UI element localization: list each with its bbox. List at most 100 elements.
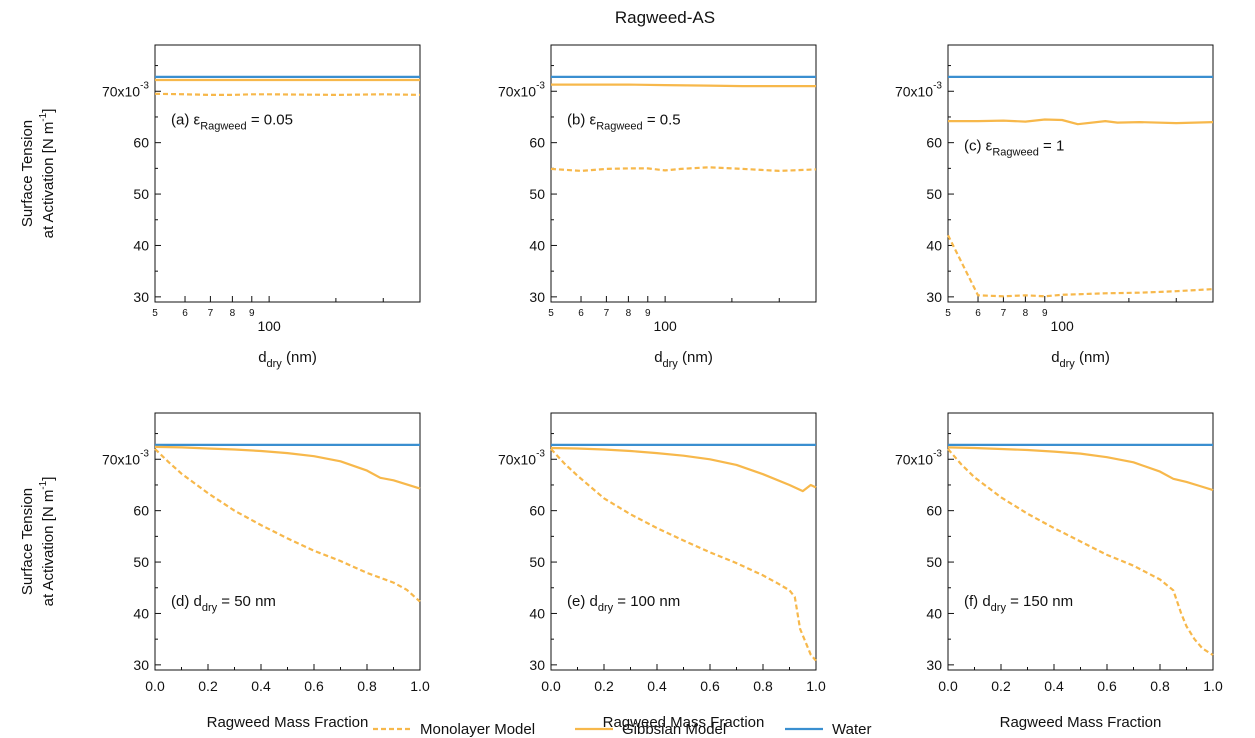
legend: Monolayer Model Gibbsian Model Water [373,721,871,738]
x-tick-label: 0.6 [304,678,324,694]
plot-frame [947,44,1214,303]
legend-label: Water [832,721,871,738]
x-tick-label: 0.6 [700,678,720,694]
y-tick-label: 40 [133,237,149,253]
x-tick-label: 100 [653,318,677,334]
x-tick-label: 7 [1001,308,1007,319]
series-line-monolayer-model [947,234,1214,298]
y-tick-label: 60 [529,503,545,519]
y-tick-label: 50 [926,186,942,202]
y-tick-label: 60 [133,503,149,519]
legend-label: Monolayer Model [420,721,535,738]
x-tick-label: 6 [975,308,981,319]
panel-annotation: (e) ddry = 100 nm [567,593,680,614]
panel-annotation: (a) εRagweed = 0.05 [171,112,293,133]
x-tick-label: 0.2 [991,678,1011,694]
x-tick-label: 5 [945,308,951,319]
y-tick-label: 70x10-3 [498,80,545,99]
panel-annotation: (f) ddry = 150 nm [964,593,1073,614]
x-tick-label: 6 [182,308,188,319]
panel-e: 30 40 50 60 70x10-3 0.0 0.2 0.4 0.6 0.8 1.0 Ragweed… [498,412,826,731]
y-tick-label: 70x10-3 [102,80,149,99]
panel-f: 30 40 50 60 70x10-3 0.0 0.2 0.4 0.6 0.8 1.0 Ragweed… [895,412,1223,731]
x-axis-label: Ragweed Mass Fraction [207,714,369,731]
x-tick-label: 0.8 [753,678,773,694]
x-tick-label: 5 [548,308,554,319]
panel-d: 30 40 50 60 70x10-3 0.0 0.2 0.4 0.6 0.8 1.0 Ragweed… [19,412,430,731]
y-tick-label: 40 [529,237,545,253]
x-tick-label: 1.0 [410,678,430,694]
series-line-monolayer-model [154,92,421,97]
y-tick-label: 40 [926,237,942,253]
y-tick-label: 30 [529,657,545,673]
x-tick-label: 0.0 [145,678,165,694]
y-tick-label: 50 [529,554,545,570]
y-tick-label: 30 [529,289,545,305]
plot-frame [154,44,421,303]
series-line-gibbsian-model [154,445,421,490]
x-tick-label: 0.4 [1044,678,1064,694]
x-tick-label: 8 [230,308,236,319]
y-axis-label-line2: at Activation [N m-1] [38,109,57,239]
y-tick-label: 60 [926,503,942,519]
x-tick-label: 9 [645,308,651,319]
panel-annotation: (c) εRagweed = 1 [964,137,1064,158]
x-tick-label: 6 [578,308,584,319]
y-tick-label: 40 [529,605,545,621]
y-tick-label: 60 [529,135,545,151]
series-line-gibbsian-model [947,446,1214,492]
y-tick-label: 70x10-3 [102,448,149,467]
x-tick-label: 0.2 [594,678,614,694]
x-tick-label: 9 [1042,308,1048,319]
x-tick-label: 8 [626,308,632,319]
x-tick-label: 8 [1023,308,1029,319]
series-line-monolayer-model [550,166,817,172]
panel-annotation: (d) ddry = 50 nm [171,593,276,614]
y-axis-label: Surface Tension [19,488,36,595]
figure-title: Ragweed-AS [615,8,715,27]
y-tick-label: 50 [926,554,942,570]
series-line-gibbsian-model [948,118,1214,126]
x-axis-label: ddry (nm) [1051,349,1110,370]
series-line-gibbsian-model [550,446,817,493]
y-tick-label: 30 [926,657,942,673]
plot-frame [154,412,421,671]
y-tick-label: 40 [133,605,149,621]
x-axis-label: Ragweed Mass Fraction [603,714,765,731]
x-tick-label: 9 [249,308,255,319]
y-tick-label: 70x10-3 [895,448,942,467]
x-axis-label: ddry (nm) [258,349,317,370]
x-tick-label: 0.0 [938,678,958,694]
y-tick-label: 60 [133,135,149,151]
x-tick-label: 5 [152,308,158,319]
panel-annotation: (b) εRagweed = 0.5 [567,112,681,133]
x-tick-label: 0.2 [198,678,218,694]
y-tick-label: 70x10-3 [498,448,545,467]
y-tick-label: 30 [926,289,942,305]
x-tick-label: 0.6 [1097,678,1117,694]
plot-frame [550,44,817,303]
y-axis-label-line2: at Activation [N m-1] [38,477,57,607]
y-tick-label: 60 [926,135,942,151]
y-tick-label: 70x10-3 [895,80,942,99]
y-tick-label: 30 [133,657,149,673]
x-tick-label: 0.8 [1150,678,1170,694]
x-tick-label: 100 [1050,318,1074,334]
x-tick-label: 100 [257,318,281,334]
x-tick-label: 0.4 [647,678,667,694]
x-tick-label: 0.4 [251,678,271,694]
x-tick-label: 1.0 [806,678,826,694]
series-line-monolayer-model [947,448,1214,657]
y-tick-label: 50 [133,186,149,202]
x-axis-label: Ragweed Mass Fraction [1000,714,1162,731]
x-tick-label: 0.8 [357,678,377,694]
series-line-monolayer-model [550,448,817,662]
y-tick-label: 40 [926,605,942,621]
x-tick-label: 1.0 [1203,678,1223,694]
x-axis-label: ddry (nm) [654,349,713,370]
y-axis-label: Surface Tension [19,120,36,227]
